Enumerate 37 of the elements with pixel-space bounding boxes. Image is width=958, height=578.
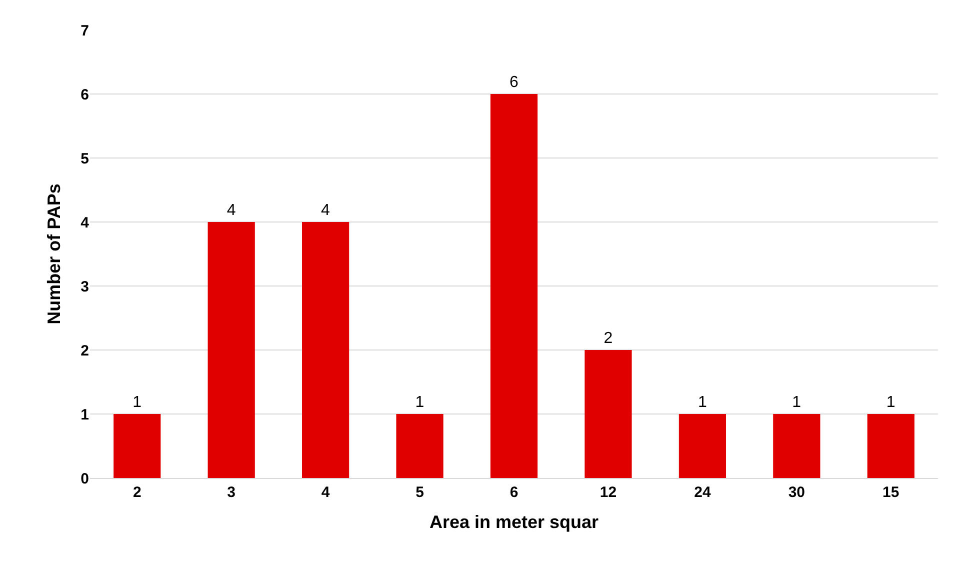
data-label: 2: [604, 330, 613, 347]
y-tick-label: 0: [80, 470, 89, 488]
data-label: 1: [886, 394, 896, 411]
bar: [208, 222, 255, 478]
data-label: 1: [792, 394, 802, 411]
bar: [867, 414, 914, 478]
bar: [678, 414, 726, 478]
bar: [773, 414, 820, 478]
data-label: 4: [226, 202, 236, 219]
y-axis-title: Number of PAPs: [44, 184, 64, 324]
bar: [302, 222, 350, 478]
x-tick-label: 5: [416, 484, 424, 501]
y-tick-label: 6: [80, 86, 89, 104]
x-tick-label: 6: [510, 484, 518, 501]
x-tick-label: 3: [227, 484, 236, 501]
x-tick-label: 30: [788, 484, 806, 501]
x-axis-title: Area in meter squar: [429, 512, 599, 532]
y-tick-label: 1: [80, 406, 89, 424]
data-label: 1: [698, 394, 707, 411]
y-tick-label: 7: [80, 22, 89, 40]
x-tick-label: 12: [600, 484, 617, 501]
y-tick-label: 3: [80, 278, 89, 296]
y-tick-label: 5: [80, 150, 89, 168]
bar: [584, 350, 632, 478]
x-tick-label: 24: [694, 484, 712, 501]
data-label: 6: [510, 74, 518, 91]
y-tick-label: 4: [80, 214, 90, 232]
data-label: 1: [132, 394, 142, 411]
x-tick-label: 15: [882, 484, 900, 501]
data-label: 4: [321, 202, 330, 219]
y-tick-label: 2: [80, 342, 89, 360]
bar: [114, 414, 161, 478]
x-tick-label: 4: [321, 484, 330, 501]
x-tick-label: 2: [132, 484, 142, 501]
bar: [490, 94, 538, 478]
data-label: 1: [415, 394, 424, 411]
bar: [396, 414, 444, 478]
